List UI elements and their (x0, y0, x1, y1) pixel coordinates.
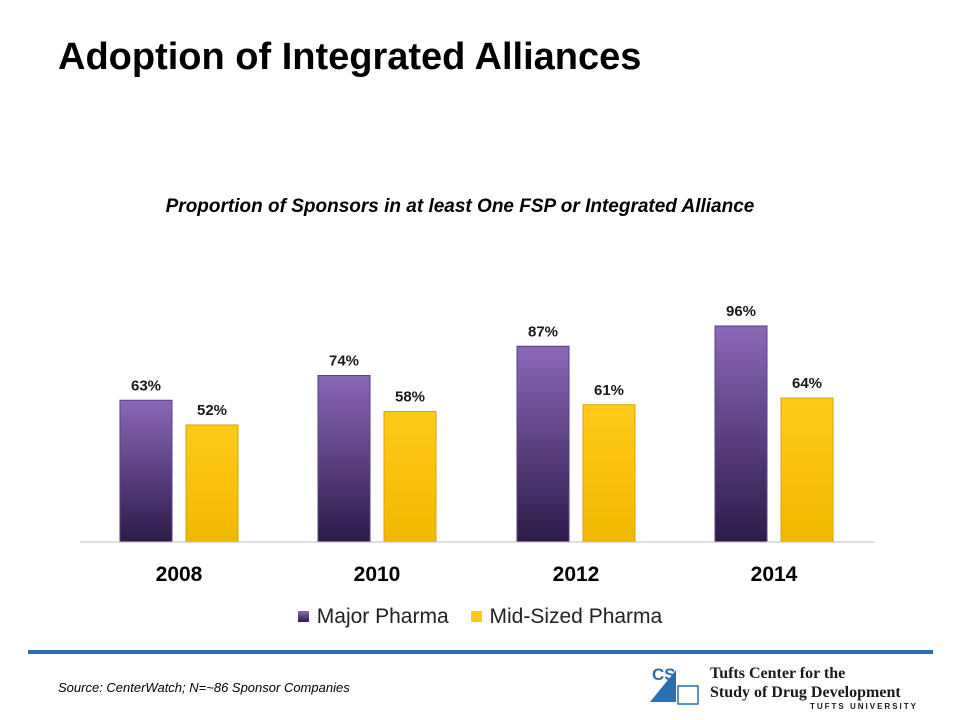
logo-mark-text: CS (652, 665, 676, 684)
chart-title: Proportion of Sponsors in at least One F… (165, 196, 755, 217)
bar-chart: 63% 52% 2008 74% 58% 2010 87% 61% 2012 96% 64% 2014 (80, 303, 875, 586)
csdd-logo: CS Tufts Center for the Study of Drug De… (650, 662, 930, 714)
legend-item-mid: Mid-Sized Pharma (470, 604, 663, 629)
bar-major-2012 (516, 345, 570, 543)
bar-mid-2012 (582, 404, 636, 543)
x-tick-label-2008: 2008 (156, 563, 203, 586)
legend: Major Pharma Mid-Sized Pharma (0, 604, 960, 629)
data-label-major-2012: 87% (528, 323, 558, 340)
legend-label-major: Major Pharma (316, 604, 449, 628)
data-label-mid-2012: 61% (594, 382, 624, 399)
bar-mid-2008 (185, 424, 239, 543)
csdd-logo-icon: CS (650, 665, 699, 705)
data-label-mid-2008: 52% (197, 402, 227, 419)
logo-line-2: Study of Drug Development (710, 684, 901, 701)
data-label-major-2010: 74% (329, 353, 359, 370)
data-label-major-2014: 96% (726, 303, 756, 320)
legend-swatch-mid (470, 611, 482, 622)
source-note: Source: CenterWatch; N=~86 Sponsor Compa… (58, 680, 350, 695)
logo-line-1: Tufts Center for the (710, 665, 846, 682)
data-label-mid-2014: 64% (792, 375, 822, 392)
bar-mid-2010 (383, 411, 437, 543)
legend-swatch-major (297, 611, 309, 622)
data-label-major-2008: 63% (131, 377, 161, 394)
x-tick-label-2010: 2010 (354, 563, 401, 586)
bar-mid-2014 (780, 397, 834, 543)
page-title: Adoption of Integrated Alliances (58, 36, 642, 78)
x-tick-label-2012: 2012 (553, 563, 600, 586)
data-label-mid-2010: 58% (395, 389, 425, 406)
bar-major-2014 (714, 325, 768, 543)
legend-item-major: Major Pharma (297, 604, 449, 629)
footer-divider (28, 650, 933, 654)
logo-university: TUFTS UNIVERSITY (809, 702, 918, 711)
logo-name: Tufts Center for the Study of Drug Devel… (710, 664, 901, 702)
legend-label-mid: Mid-Sized Pharma (489, 604, 663, 628)
x-tick-label-2014: 2014 (751, 563, 798, 586)
bar-major-2008 (119, 399, 173, 543)
bar-major-2010 (317, 375, 371, 543)
